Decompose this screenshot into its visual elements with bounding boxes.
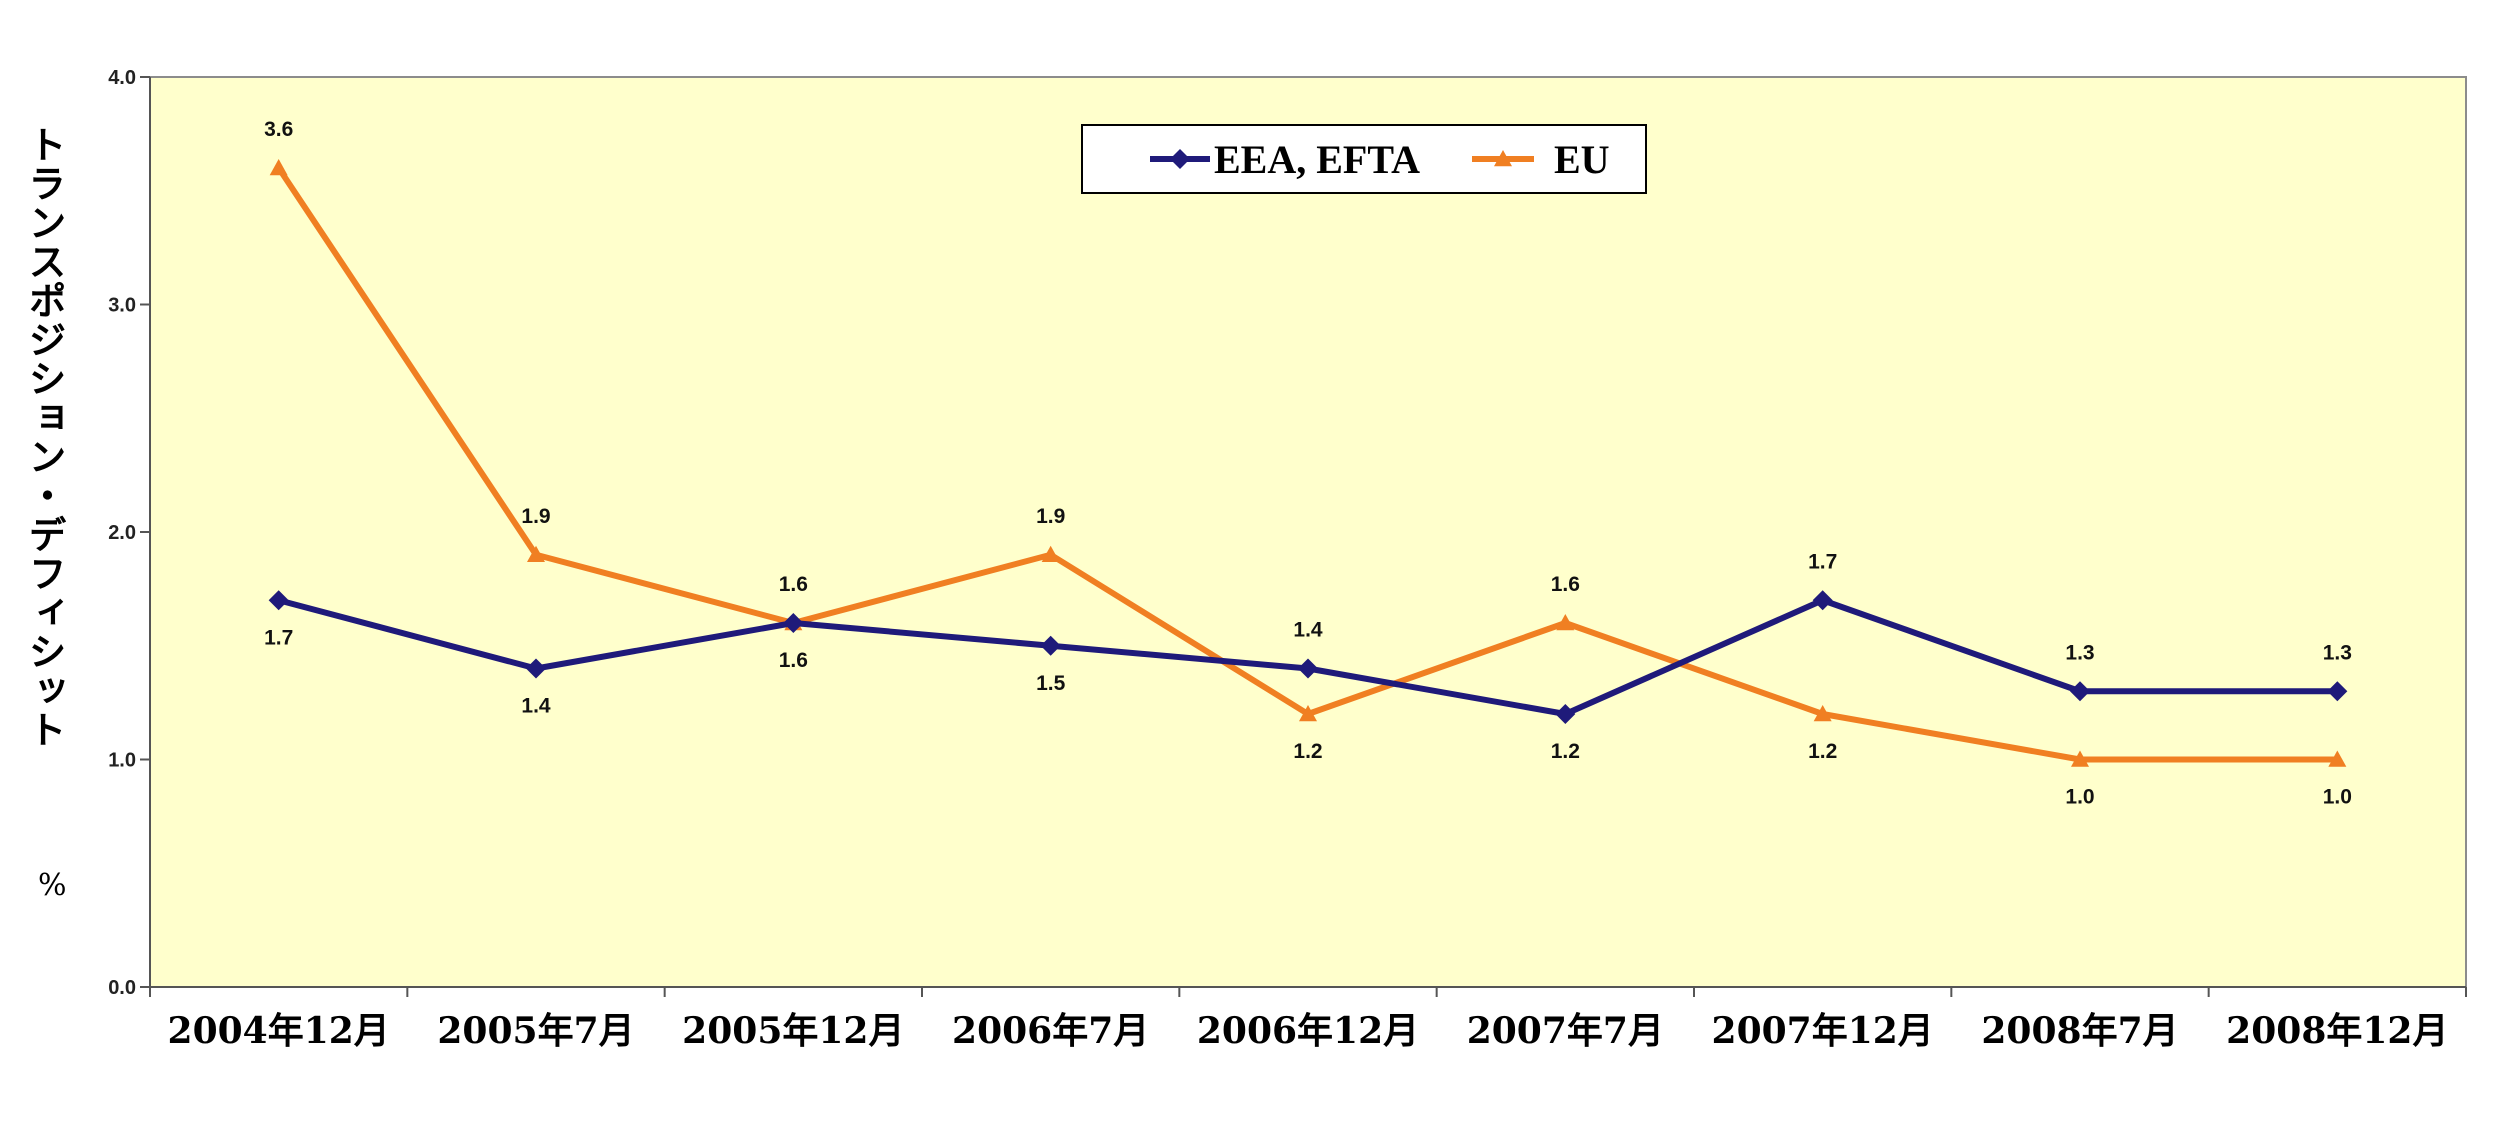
data-point — [1298, 658, 1318, 679]
data-point — [1813, 705, 1832, 722]
x-tick-label: 2005年7月 — [437, 1010, 634, 1052]
data-point — [1812, 590, 1833, 611]
data-label: 1.2 — [1293, 740, 1322, 763]
legend: EEA, EFTA EU — [1081, 124, 1647, 194]
series-layer — [268, 159, 2348, 767]
data-point — [2328, 750, 2347, 767]
data-label: 1.7 — [1808, 550, 1837, 573]
data-point — [1299, 705, 1317, 722]
y-tick-label: 2.0 — [108, 522, 136, 544]
x-tick-label: 2007年7月 — [1467, 1010, 1664, 1052]
data-label: 1.6 — [779, 649, 808, 672]
data-label: 1.9 — [521, 505, 550, 528]
y-tick-label: 4.0 — [108, 67, 136, 89]
data-point — [1170, 149, 1190, 169]
x-tick-label: 2008年7月 — [1981, 1010, 2178, 1052]
data-point — [2070, 681, 2090, 702]
data-point — [1040, 635, 1061, 656]
data-label: 3.6 — [264, 118, 293, 141]
data-point — [783, 613, 804, 633]
x-tick-label: 2007年12月 — [1712, 1010, 1934, 1052]
x-tick-label: 2006年7月 — [952, 1010, 1149, 1052]
y-axis-unit: % — [38, 868, 67, 903]
data-point — [1041, 545, 1060, 562]
data-label: 1.0 — [2065, 786, 2094, 809]
data-labels: 1.7 3.6 1.4 1.9 1.6 1.6 1.5 1.9 1.4 1.2 1.2 1.6 1.7 1… — [264, 118, 2352, 809]
data-point — [2071, 750, 2089, 767]
data-point — [2327, 681, 2348, 702]
data-label: 1.3 — [2323, 641, 2352, 664]
x-tick-label: 2008年12月 — [2226, 1010, 2448, 1052]
data-point — [527, 545, 545, 562]
y-tick-label: 1.0 — [108, 750, 136, 772]
data-label: 1.4 — [1293, 619, 1323, 642]
legend-label: EEA, EFTA — [1214, 137, 1420, 182]
data-label: 1.3 — [2065, 641, 2094, 664]
data-point — [1556, 614, 1575, 631]
x-tick-label: 2006年12月 — [1197, 1010, 1419, 1052]
data-label: 1.0 — [2323, 786, 2352, 809]
data-point — [526, 658, 546, 679]
data-point — [269, 159, 288, 176]
data-point — [268, 590, 289, 611]
data-label: 1.5 — [1036, 672, 1066, 695]
x-tick-label: 2004年12月 — [168, 1010, 390, 1052]
y-tick-label: 0.0 — [108, 977, 136, 999]
data-label: 1.2 — [1808, 740, 1837, 763]
y-tick-label: 3.0 — [108, 295, 136, 317]
data-point — [1555, 704, 1576, 724]
legend-label: EU — [1554, 137, 1610, 182]
data-label: 1.6 — [779, 573, 808, 596]
x-tick-label: 2005年12月 — [682, 1010, 904, 1052]
axes: 0.0 1.0 2.0 3.0 4.0 2004年12月 2005年7月 2005年12月 20… — [108, 67, 2467, 1052]
data-label: 1.7 — [264, 626, 293, 649]
data-label: 1.6 — [1551, 573, 1580, 596]
data-label: 1.4 — [521, 695, 551, 718]
data-label: 1.9 — [1036, 505, 1065, 528]
y-axis-label: トランスポジション・デフィシット — [22, 125, 66, 749]
plot-area — [149, 76, 2467, 988]
data-point — [1494, 150, 1512, 167]
data-label: 1.2 — [1551, 740, 1580, 763]
